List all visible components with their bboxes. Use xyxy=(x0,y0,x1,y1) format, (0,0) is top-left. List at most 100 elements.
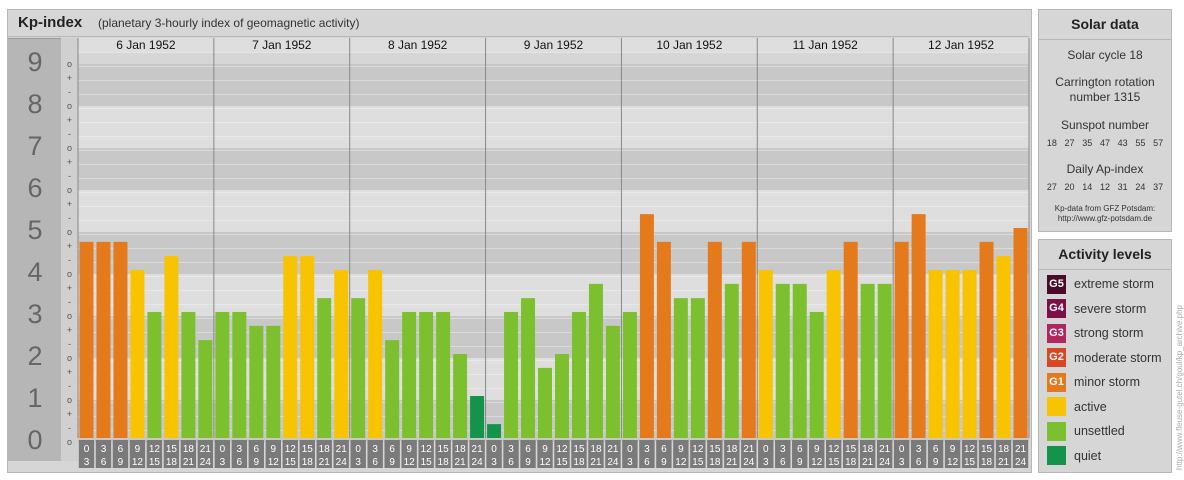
time-end-label: 18 xyxy=(166,457,178,468)
kp-bar xyxy=(775,283,790,438)
ap-values: 27 20 14 12 31 24 37 xyxy=(1039,182,1171,192)
legend-label: severe storm xyxy=(1074,301,1147,316)
legend-label: moderate storm xyxy=(1074,350,1162,365)
y-axis-background xyxy=(8,38,61,461)
time-start-label: 15 xyxy=(166,444,178,455)
kp-bar xyxy=(300,256,315,438)
solar-data-panel: Solar data Solar cycle 18 Carrington rot… xyxy=(1038,9,1172,232)
time-end-label: 9 xyxy=(118,457,124,468)
time-end-label: 3 xyxy=(627,457,633,468)
time-end-label: 24 xyxy=(1015,457,1027,468)
time-start-label: 9 xyxy=(542,444,548,455)
activity-levels-panel: Activity levels G5 extreme storm G4 seve… xyxy=(1038,239,1172,473)
time-cell xyxy=(961,440,978,468)
solar-data-heading: Solar data xyxy=(1039,10,1171,40)
time-start-label: 18 xyxy=(319,444,331,455)
time-cell xyxy=(775,440,791,468)
time-end-label: 3 xyxy=(220,457,226,468)
time-cell xyxy=(893,440,910,468)
time-start-label: 3 xyxy=(101,444,107,455)
ap-value: 31 xyxy=(1117,182,1128,192)
kp-bar xyxy=(317,298,332,438)
time-end-label: 6 xyxy=(237,457,243,468)
y-tick-label: 5 xyxy=(27,215,42,245)
time-end-label: 15 xyxy=(556,457,568,468)
time-start-label: 18 xyxy=(455,444,467,455)
time-start-label: 3 xyxy=(372,444,378,455)
ap-value: 24 xyxy=(1135,182,1146,192)
time-end-label: 24 xyxy=(743,457,755,468)
time-start-label: 12 xyxy=(964,444,976,455)
y-minor-tick-label: - xyxy=(68,87,71,97)
time-end-label: 15 xyxy=(964,457,976,468)
time-end-label: 6 xyxy=(508,457,514,468)
time-end-label: 24 xyxy=(336,457,348,468)
legend-swatch: G1 xyxy=(1047,372,1066,392)
time-start-label: 9 xyxy=(271,444,277,455)
time-end-label: 15 xyxy=(421,457,433,468)
time-end-label: 21 xyxy=(183,457,195,468)
time-start-label: 6 xyxy=(118,444,124,455)
kp-bar xyxy=(843,241,858,438)
time-end-label: 6 xyxy=(916,457,922,468)
y-minor-tick-label: + xyxy=(67,241,72,251)
legend-item-unsettled: unsettled xyxy=(1047,421,1125,441)
day-label: 10 Jan 1952 xyxy=(656,38,722,52)
kp-band xyxy=(78,190,1029,232)
time-cell xyxy=(859,440,876,468)
time-start-label: 9 xyxy=(950,444,956,455)
time-cell xyxy=(910,440,927,468)
time-start-label: 0 xyxy=(899,444,905,455)
kp-bar xyxy=(130,270,145,438)
time-cell xyxy=(978,440,995,468)
legend-swatch xyxy=(1047,421,1066,441)
time-cell xyxy=(248,440,265,468)
time-cell xyxy=(707,440,723,468)
time-end-label: 6 xyxy=(101,457,107,468)
sunspot-value: 18 xyxy=(1046,138,1057,148)
sunspot-value: 55 xyxy=(1135,138,1146,148)
time-end-label: 12 xyxy=(675,457,687,468)
kp-bar xyxy=(656,241,671,438)
y-tick-label: 4 xyxy=(27,257,42,287)
kp-bar xyxy=(860,283,875,438)
time-cell xyxy=(571,440,587,468)
kp-bar xyxy=(487,424,502,438)
legend-label: active xyxy=(1074,399,1107,414)
legend-swatch: G2 xyxy=(1047,348,1066,367)
time-end-label: 9 xyxy=(389,457,395,468)
kp-bar xyxy=(113,241,128,438)
time-start-label: 0 xyxy=(763,444,769,455)
time-start-label: 12 xyxy=(828,444,840,455)
y-minor-tick-label: o xyxy=(67,437,72,447)
time-cell xyxy=(418,440,434,468)
kp-bar xyxy=(470,396,485,438)
time-start-label: 15 xyxy=(302,444,314,455)
time-end-label: 12 xyxy=(404,457,416,468)
time-start-label: 15 xyxy=(981,444,993,455)
time-cell xyxy=(401,440,417,468)
kp-bar xyxy=(996,256,1011,438)
kp-band xyxy=(78,106,1029,148)
time-end-label: 9 xyxy=(661,457,667,468)
kp-bar xyxy=(707,241,722,438)
time-cell xyxy=(605,440,621,468)
carrington-line-2: number 1315 xyxy=(1069,90,1141,104)
kp-bar xyxy=(334,270,349,438)
time-end-label: 18 xyxy=(573,457,585,468)
time-end-label: 18 xyxy=(709,457,721,468)
y-minor-tick-label: o xyxy=(67,185,72,195)
time-start-label: 0 xyxy=(220,444,226,455)
time-start-label: 15 xyxy=(709,444,721,455)
sunspot-value: 43 xyxy=(1117,138,1128,148)
time-end-label: 18 xyxy=(981,457,993,468)
time-end-label: 3 xyxy=(763,457,769,468)
y-minor-tick-label: - xyxy=(68,339,71,349)
y-minor-tick-label: - xyxy=(68,171,71,181)
legend-item-strong-storm: G3 strong storm xyxy=(1047,323,1143,343)
activity-levels-heading: Activity levels xyxy=(1039,240,1171,270)
legend-item-severe-storm: G4 severe storm xyxy=(1047,299,1146,319)
time-end-label: 18 xyxy=(438,457,450,468)
sunspot-value: 27 xyxy=(1064,138,1075,148)
sunspot-heading: Sunspot number xyxy=(1060,118,1150,132)
